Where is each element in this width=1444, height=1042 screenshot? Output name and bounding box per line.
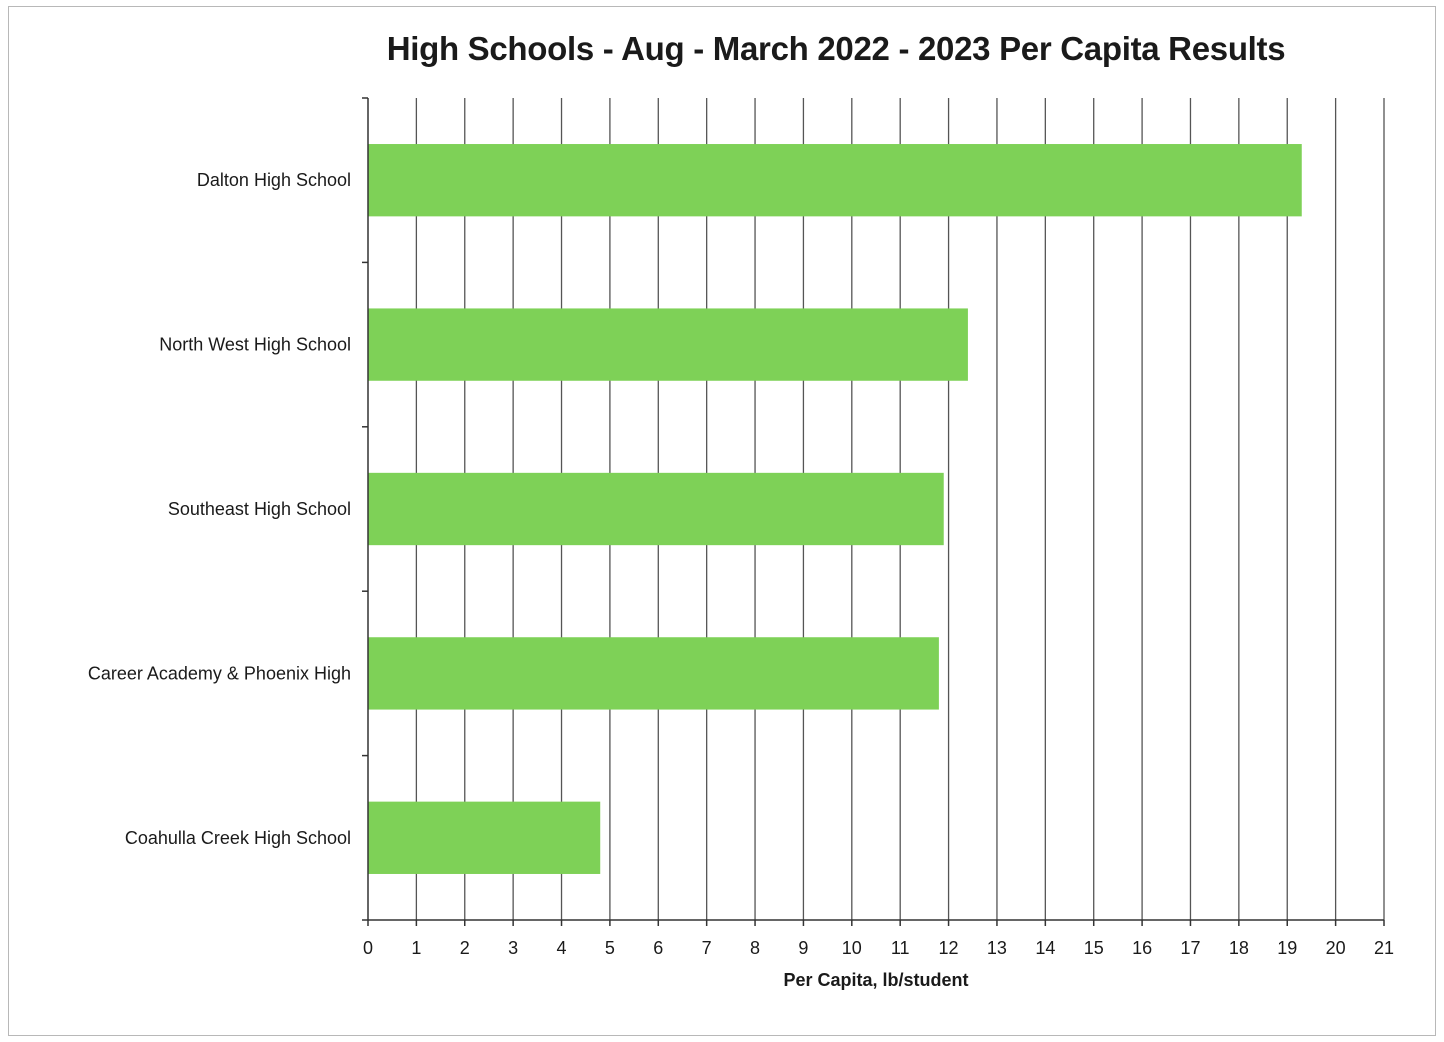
- tick-label: 14: [1035, 938, 1055, 958]
- bar: [368, 308, 968, 381]
- bars: [368, 144, 1302, 874]
- tick-label: 6: [653, 938, 663, 958]
- category-label: North West High School: [159, 335, 351, 355]
- tick-label: 4: [557, 938, 567, 958]
- tick-label: 11: [891, 938, 910, 958]
- bar: [368, 801, 601, 874]
- tick-label: 3: [508, 938, 518, 958]
- tick-label: 13: [987, 938, 1007, 958]
- tick-label: 7: [702, 938, 712, 958]
- tick-label: 15: [1084, 938, 1104, 958]
- tick-label: 18: [1229, 938, 1249, 958]
- bar: [368, 637, 939, 710]
- tick-label: 9: [798, 938, 808, 958]
- x-axis-title: Per Capita, lb/student: [783, 970, 968, 990]
- category-label: Career Academy & Phoenix High: [88, 663, 351, 683]
- tick-label: 10: [842, 938, 862, 958]
- tick-label: 16: [1132, 938, 1152, 958]
- tick-label: 21: [1374, 938, 1394, 958]
- tick-label: 5: [605, 938, 615, 958]
- bar: [368, 472, 944, 546]
- category-label: Coahulla Creek High School: [125, 828, 351, 848]
- tick-label: 20: [1326, 938, 1346, 958]
- tick-label: 0: [363, 938, 373, 958]
- tick-label: 17: [1180, 938, 1200, 958]
- tick-label: 12: [939, 938, 959, 958]
- chart-title: High Schools - Aug - March 2022 - 2023 P…: [386, 30, 1286, 67]
- tick-label: 1: [411, 938, 421, 958]
- tick-label: 2: [460, 938, 470, 958]
- tick-labels: 0 1 2 3 4 5 6 7 8 9 10 11 12 13 14 15 16 17 18 19 20 21: [363, 938, 1394, 958]
- tick-label: 8: [750, 938, 760, 958]
- axes: [362, 97, 1385, 926]
- tick-label: 19: [1277, 938, 1297, 958]
- bar: [368, 144, 1302, 217]
- category-label: Dalton High School: [197, 170, 351, 190]
- category-labels: Dalton High School North West High School…: [88, 170, 351, 848]
- category-label: Southeast High School: [168, 499, 351, 519]
